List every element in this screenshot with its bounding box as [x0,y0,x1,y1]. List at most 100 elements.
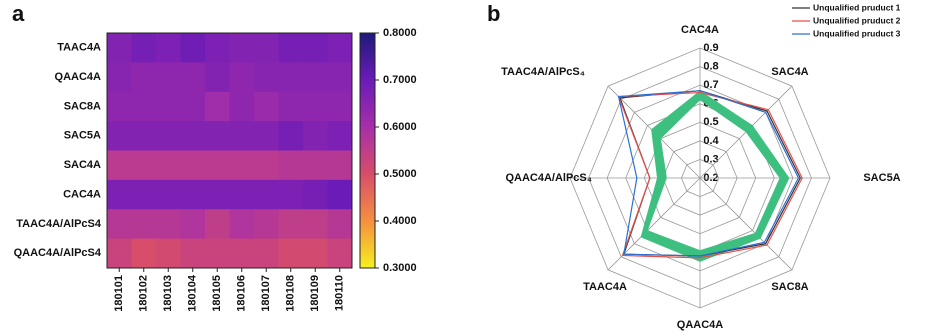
heatmap-cell [205,91,230,122]
heatmap-cell [303,62,328,93]
heatmap-cell [229,121,255,151]
heatmap-cell [229,209,255,240]
axis-label: SAC5A [863,172,900,184]
heatmap-cell [205,150,230,181]
column-label: 180105 [211,275,223,312]
colorbar-tick-label: 0.4000 [383,215,417,227]
heatmap-cell [278,62,304,93]
heatmap-cell [254,238,279,269]
panel-label: b [487,1,500,26]
heatmap-cell [131,209,157,240]
heatmap-cell [180,209,206,240]
heatmap-cell [303,179,328,210]
row-label: CAC4A [63,188,101,200]
axis-label: CAC4A [681,24,719,36]
heatmap-cell [327,209,353,240]
series-line [617,91,803,259]
heatmap-cell [229,62,255,93]
heatmap-cell [156,91,181,122]
heatmap-cell [107,91,132,122]
axis-label: QAAC4A/AlPcS₄ [505,172,592,184]
axis-label: SAC4A [771,66,808,78]
heatmap-cell [107,179,132,210]
legend-label: Unqualified pruduct 3 [813,28,901,38]
heatmap-cell [107,62,132,93]
colorbar-tick-label: 0.3000 [383,262,417,274]
column-label: 180104 [187,274,199,312]
heatmap-cell [180,179,206,210]
heatmap-cell [254,150,279,181]
spoke [699,177,793,271]
column-label: 180103 [162,275,174,312]
heatmap-cell [254,91,279,122]
heatmap-cell [254,62,279,93]
r-tick-label: 0.5 [703,116,718,128]
heatmap-cell [327,121,353,151]
column-label: 180101 [113,275,125,312]
heatmap-cell [278,33,304,63]
column-label: 180108 [285,275,297,312]
heatmap-cell [156,209,181,240]
r-tick-label: 0.4 [703,135,719,147]
range-band [640,90,790,262]
heatmap-cell [131,33,157,63]
heatmap-cell [229,150,255,181]
heatmap-cell [303,33,328,63]
colorbar [359,32,376,269]
heatmap-cell [131,150,157,181]
heatmap-cell [327,91,353,122]
heatmap-cell [229,91,255,122]
heatmap-cell [303,91,328,122]
heatmap-cell [156,121,181,151]
column-label: 180109 [309,275,321,312]
heatmap-cell [180,91,206,122]
r-tick-label: 0.9 [703,42,718,54]
row-label: TAAC4A [57,42,101,54]
series-line [617,90,800,257]
axis-label: QAAC4A [677,319,724,331]
heatmap-cell [303,238,328,269]
row-label: SAC4A [64,159,101,171]
heatmap-cell [327,179,353,210]
heatmap-cell [278,209,304,240]
row-label: QAAC4A/AlPcS4 [14,247,102,259]
axis-label: TAAC4A [583,281,627,293]
heatmap-cell [131,91,157,122]
r-tick-label: 0.8 [703,60,718,72]
heatmap-cell [180,33,206,63]
heatmap-cell [303,121,328,151]
heatmap-cell [107,121,132,151]
heatmap-cell [303,209,328,240]
plot-frame [106,32,353,269]
heatmap-cell [327,238,353,269]
heatmap-cell [254,179,279,210]
heatmap-cell [156,150,181,181]
heatmap-cell [205,33,230,63]
heatmap-cell [278,150,304,181]
heatmap-cell [180,238,206,269]
heatmap-cell [180,62,206,93]
heatmap-cell [229,179,255,210]
panel-label: a [12,1,25,26]
legend-label: Unqualified pruduct 1 [813,2,901,12]
heatmap-cell [278,179,304,210]
column-label: 180110 [334,275,346,311]
colorbar-tick-label: 0.7000 [383,74,417,86]
heatmap-cell [180,150,206,181]
heatmap-cell [303,150,328,181]
heatmap-cell [107,209,132,240]
row-label: SAC8A [64,100,101,112]
heatmap-cell [278,121,304,151]
column-label: 180102 [138,275,150,312]
heatmap-cell [278,91,304,122]
column-label: 180106 [236,275,248,312]
heatmap-cell [254,209,279,240]
heatmap-cell [180,121,206,151]
column-label: 180107 [260,275,272,312]
heatmap-cell [205,238,230,269]
row-label: TAAC4A/AlPcS4 [16,218,102,230]
heatmap-cell [131,179,157,210]
heatmap-cell [205,62,230,93]
heatmap-cell [327,33,353,63]
